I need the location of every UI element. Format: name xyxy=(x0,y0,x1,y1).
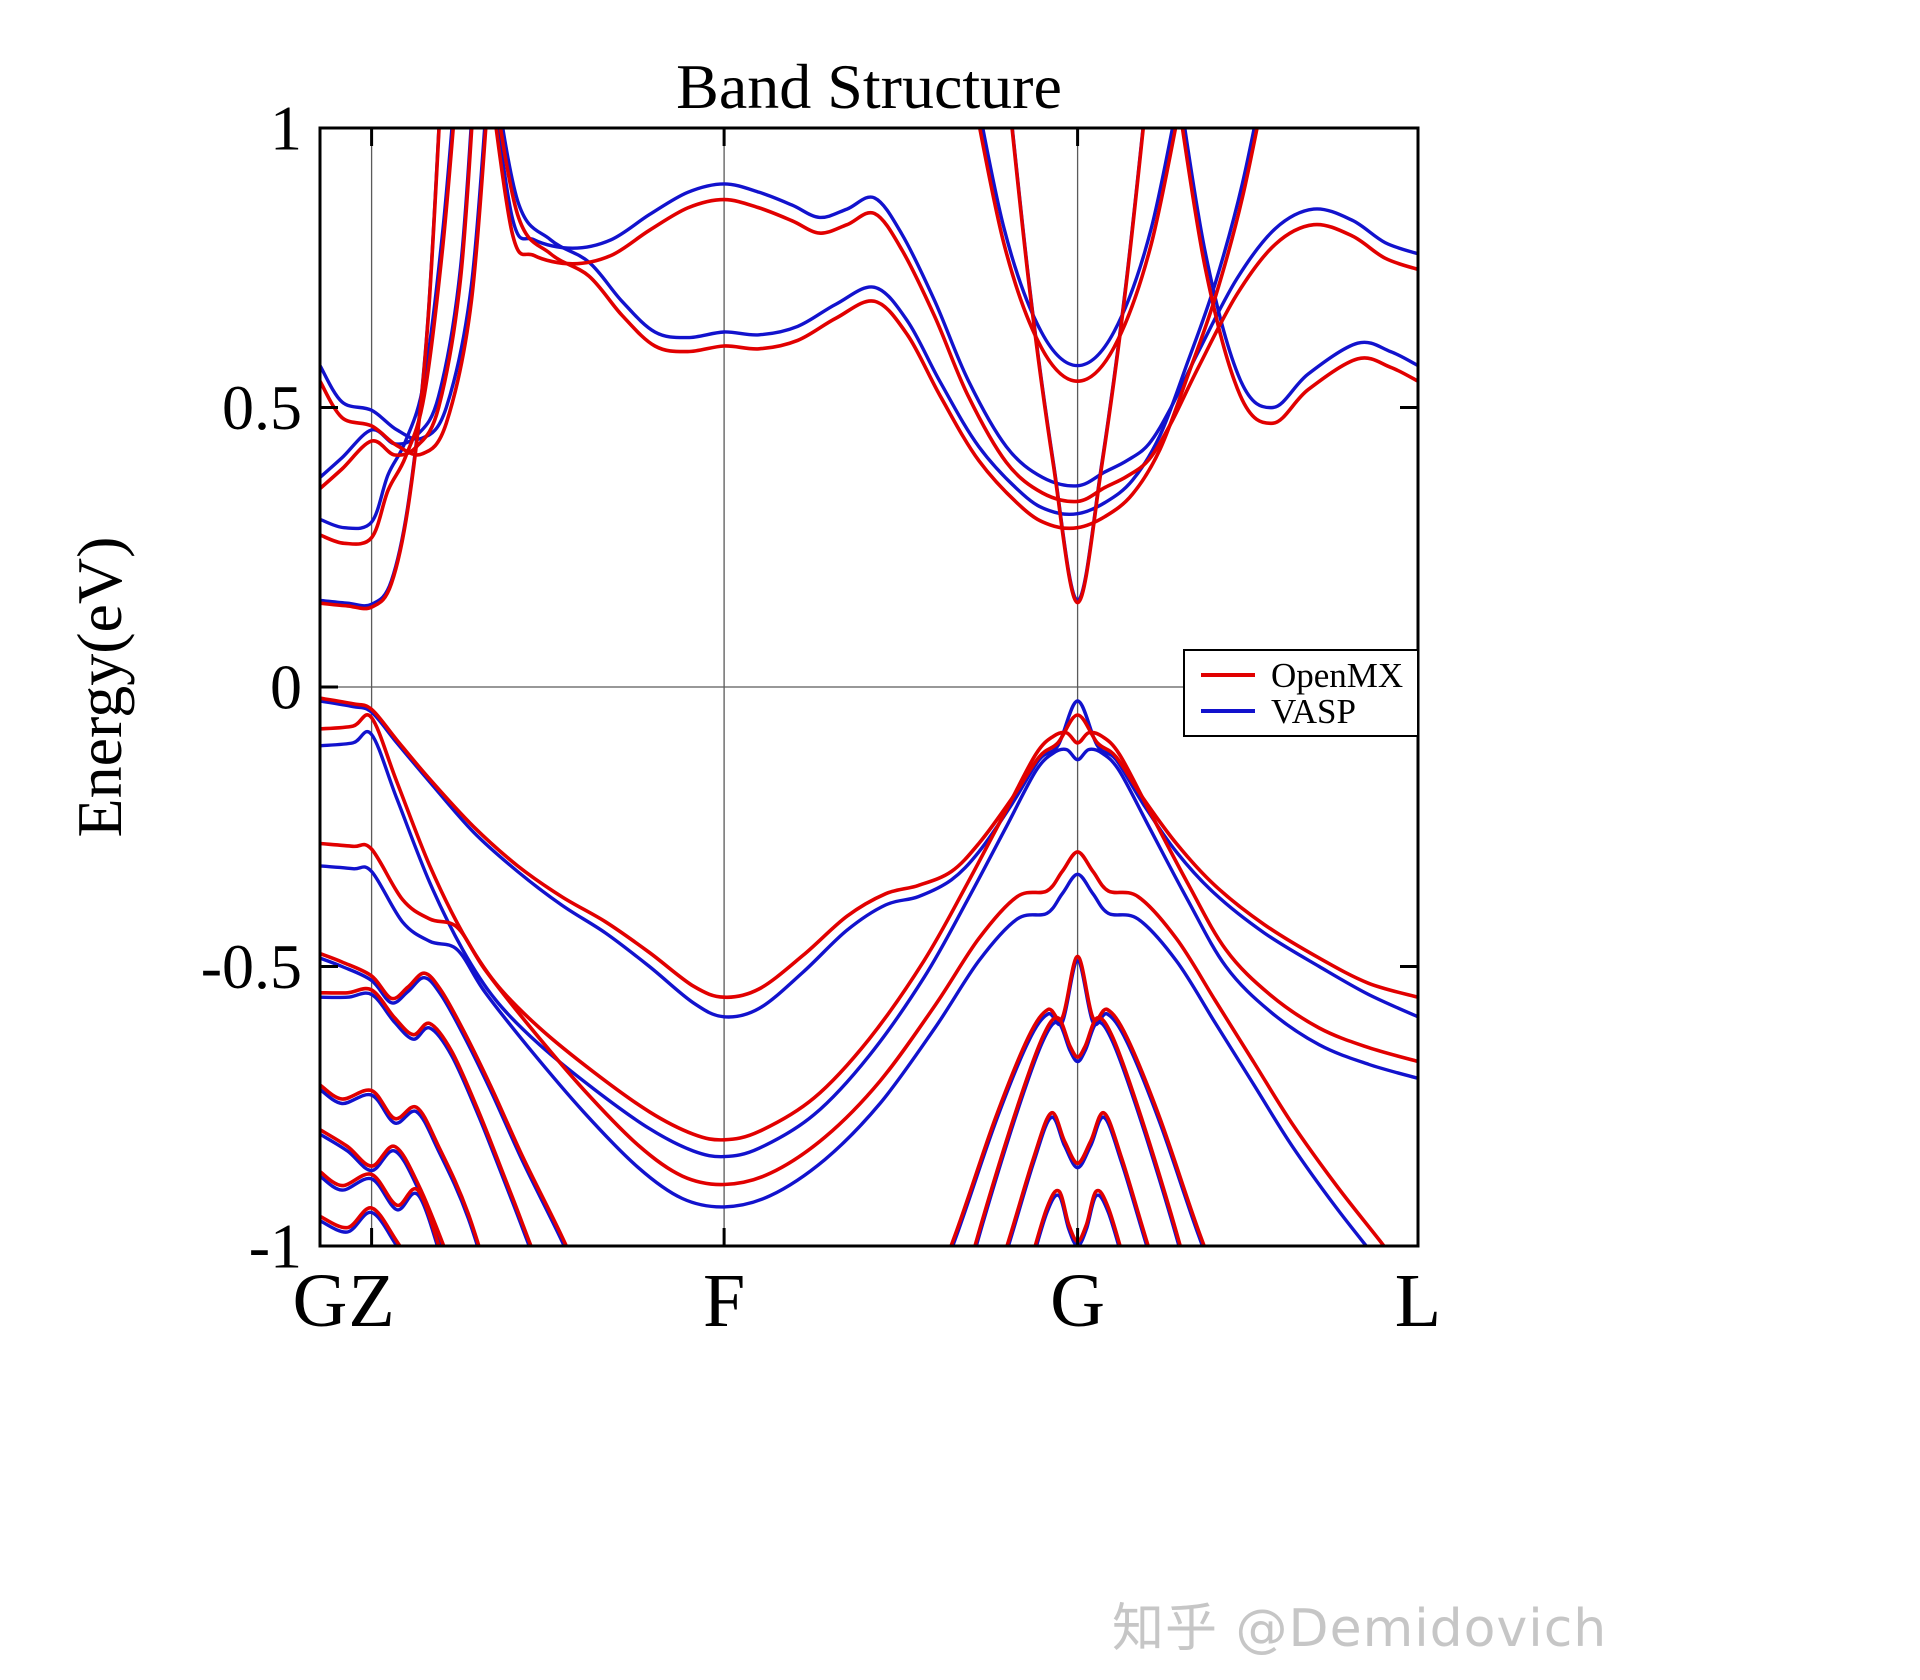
x-tick-label: L xyxy=(1395,1259,1441,1343)
legend-label-vasp: VASP xyxy=(1271,691,1356,731)
openmx-band-curve xyxy=(320,1127,446,1246)
openmx-band-curve xyxy=(320,1083,481,1246)
y-tick-label: -1 xyxy=(249,1211,302,1282)
x-tick-label: Z xyxy=(348,1259,394,1343)
x-tick-label: G xyxy=(1050,1259,1105,1343)
openmx-band-curve xyxy=(320,128,441,611)
openmx-band-curve xyxy=(977,128,1178,383)
y-tick-label: 1 xyxy=(270,93,302,164)
legend-item-openmx: OpenMX xyxy=(1201,655,1404,695)
vasp-band-curve xyxy=(320,1210,399,1246)
openmx-band-curve xyxy=(1180,128,1418,426)
openmx-band-curve xyxy=(320,128,456,546)
openmx-band-curve xyxy=(320,1169,441,1246)
vasp-band-curve xyxy=(1183,128,1418,410)
legend: OpenMX VASP xyxy=(1183,649,1419,737)
vasp-band-curve xyxy=(320,864,1369,1246)
legend-item-vasp: VASP xyxy=(1201,694,1401,729)
openmx-band-curve xyxy=(1005,1111,1151,1246)
openmx-band-curve xyxy=(320,841,1387,1246)
legend-label-openmx: OpenMX xyxy=(1271,655,1404,695)
vasp-band-curve xyxy=(320,1132,444,1246)
openmx-line-swatch xyxy=(1201,673,1255,677)
vasp-band-curve xyxy=(320,699,1418,1019)
vasp-band-curve xyxy=(320,956,567,1246)
openmx-band-curve xyxy=(320,696,1418,1000)
vasp-line-swatch xyxy=(1201,709,1255,713)
vasp-band-curve xyxy=(980,128,1175,368)
openmx-band-curve xyxy=(320,128,474,491)
y-tick-label: 0.5 xyxy=(222,372,302,443)
openmx-band-curve xyxy=(320,1206,403,1246)
x-tick-label: G xyxy=(293,1259,348,1343)
y-tick-label: -0.5 xyxy=(201,931,302,1002)
openmx-band-curve xyxy=(320,986,533,1246)
openmx-band-curve xyxy=(494,128,1418,504)
x-tick-label: F xyxy=(703,1259,745,1343)
vasp-band-curve xyxy=(320,128,441,608)
openmx-band-curve xyxy=(1010,128,1146,605)
vasp-band-curve xyxy=(496,128,1418,488)
watermark: 知乎 @Demidovich xyxy=(1112,1599,1608,1659)
vasp-band-curve xyxy=(501,128,1256,517)
openmx-band-curve xyxy=(973,1015,1183,1246)
bands-group xyxy=(320,128,1418,1246)
vasp-band-curve xyxy=(320,1174,440,1246)
openmx-band-curve xyxy=(320,128,488,457)
chart-title: Band Structure xyxy=(676,51,1062,122)
y-tick-label: 0 xyxy=(270,652,302,723)
openmx-band-curve xyxy=(320,951,569,1246)
openmx-band-curve xyxy=(949,954,1207,1246)
y-axis-label: Energy(eV) xyxy=(64,536,135,838)
vasp-band-curve xyxy=(320,729,1418,1159)
openmx-band-curve xyxy=(498,128,1259,531)
